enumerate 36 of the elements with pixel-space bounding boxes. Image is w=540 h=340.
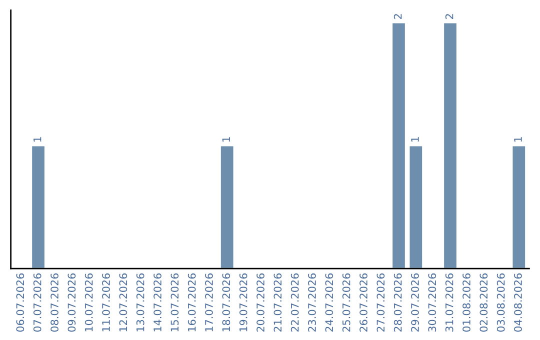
data-label: 1 <box>411 137 419 142</box>
x-tick-label: 19.07.2026 <box>239 273 248 332</box>
x-tick-label: 27.07.2026 <box>376 273 385 332</box>
data-label: 2 <box>394 14 402 19</box>
x-tick-label: 07.07.2026 <box>33 273 42 332</box>
x-tick-label: 04.08.2026 <box>514 273 522 332</box>
x-tick-label: 29.07.2026 <box>411 273 419 332</box>
data-label: 1 <box>222 137 230 142</box>
x-tick-label: 23.07.2026 <box>308 273 316 332</box>
x-tick-label: 16.07.2026 <box>188 273 196 332</box>
x-tick-label: 15.07.2026 <box>170 273 179 332</box>
x-tick-label: 31.07.2026 <box>445 273 454 332</box>
x-tick-label: 10.07.2026 <box>84 273 93 332</box>
x-tick-label: 08.07.2026 <box>50 273 58 332</box>
x-tick-label: 02.08.2026 <box>480 273 488 332</box>
x-tick-label: 26.07.2026 <box>360 273 368 332</box>
x-tick-label: 25.07.2026 <box>342 273 350 332</box>
data-label: 1 <box>514 137 522 142</box>
x-tick-label: 03.08.2026 <box>496 273 505 332</box>
x-tick-label: 20.07.2026 <box>256 273 264 332</box>
x-tick-label: 14.07.2026 <box>154 273 162 332</box>
x-tick-label: 28.07.2026 <box>394 273 402 332</box>
x-tick-label: 30.07.2026 <box>428 273 436 332</box>
x-tick-label: 21.07.2026 <box>274 273 282 332</box>
x-tick-label: 12.07.2026 <box>119 273 128 332</box>
x-tick-label: 01.08.2026 <box>462 273 470 332</box>
x-tick-label: 24.07.2026 <box>325 273 334 332</box>
data-label: 2 <box>445 14 454 19</box>
x-tick-label: 22.07.2026 <box>290 273 299 332</box>
x-tick-label: 17.07.2026 <box>205 273 213 332</box>
x-tick-label: 06.07.2026 <box>16 273 24 332</box>
x-tick-label: 13.07.2026 <box>136 273 144 332</box>
x-tick-label: 11.07.2026 <box>102 273 110 332</box>
x-tick-label: 18.07.2026 <box>222 273 230 332</box>
data-label: 1 <box>34 137 42 142</box>
x-tick-label: 09.07.2026 <box>68 273 76 332</box>
